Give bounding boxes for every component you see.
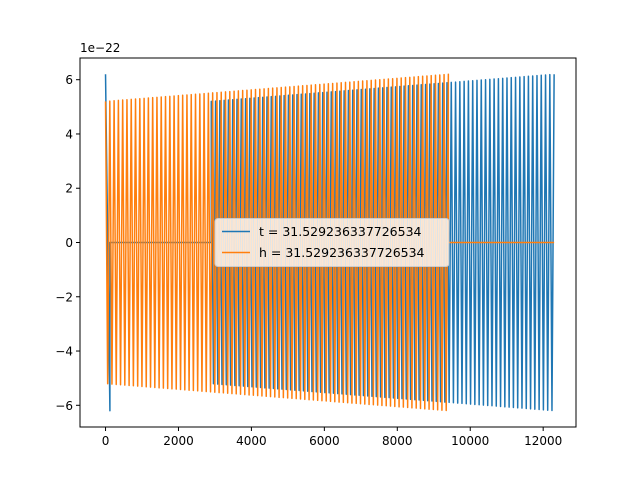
legend-label-0: t = 31.529236337726534 bbox=[259, 224, 422, 239]
x-tick-label: 8000 bbox=[382, 434, 413, 448]
y-tick-label: −2 bbox=[55, 290, 73, 304]
x-tick-label: 2000 bbox=[163, 434, 194, 448]
x-tick-label: 10000 bbox=[451, 434, 489, 448]
y-tick-label: −4 bbox=[55, 345, 73, 359]
x-tick-label: 12000 bbox=[524, 434, 562, 448]
legend-label-1: h = 31.529236337726534 bbox=[259, 245, 425, 260]
y-offset-label: 1e−22 bbox=[80, 41, 120, 55]
series-layer bbox=[104, 73, 555, 412]
x-tick-label: 6000 bbox=[309, 434, 340, 448]
y-tick-label: −6 bbox=[55, 399, 73, 413]
y-tick-label: 6 bbox=[65, 73, 73, 87]
x-tick-label: 4000 bbox=[236, 434, 267, 448]
legend: t = 31.529236337726534 h = 31.52923633772… bbox=[214, 218, 450, 267]
y-tick-label: 2 bbox=[65, 182, 73, 196]
x-axis: 0 2000 4000 6000 8000 10000 12000 bbox=[102, 427, 562, 448]
series-line-1 bbox=[104, 73, 555, 412]
y-axis: −6 −4 −2 0 2 4 6 bbox=[55, 73, 80, 413]
y-tick-label: 4 bbox=[65, 127, 73, 141]
y-tick-label: 0 bbox=[65, 236, 73, 250]
legend-box bbox=[214, 218, 450, 267]
x-tick-label: 0 bbox=[102, 434, 110, 448]
